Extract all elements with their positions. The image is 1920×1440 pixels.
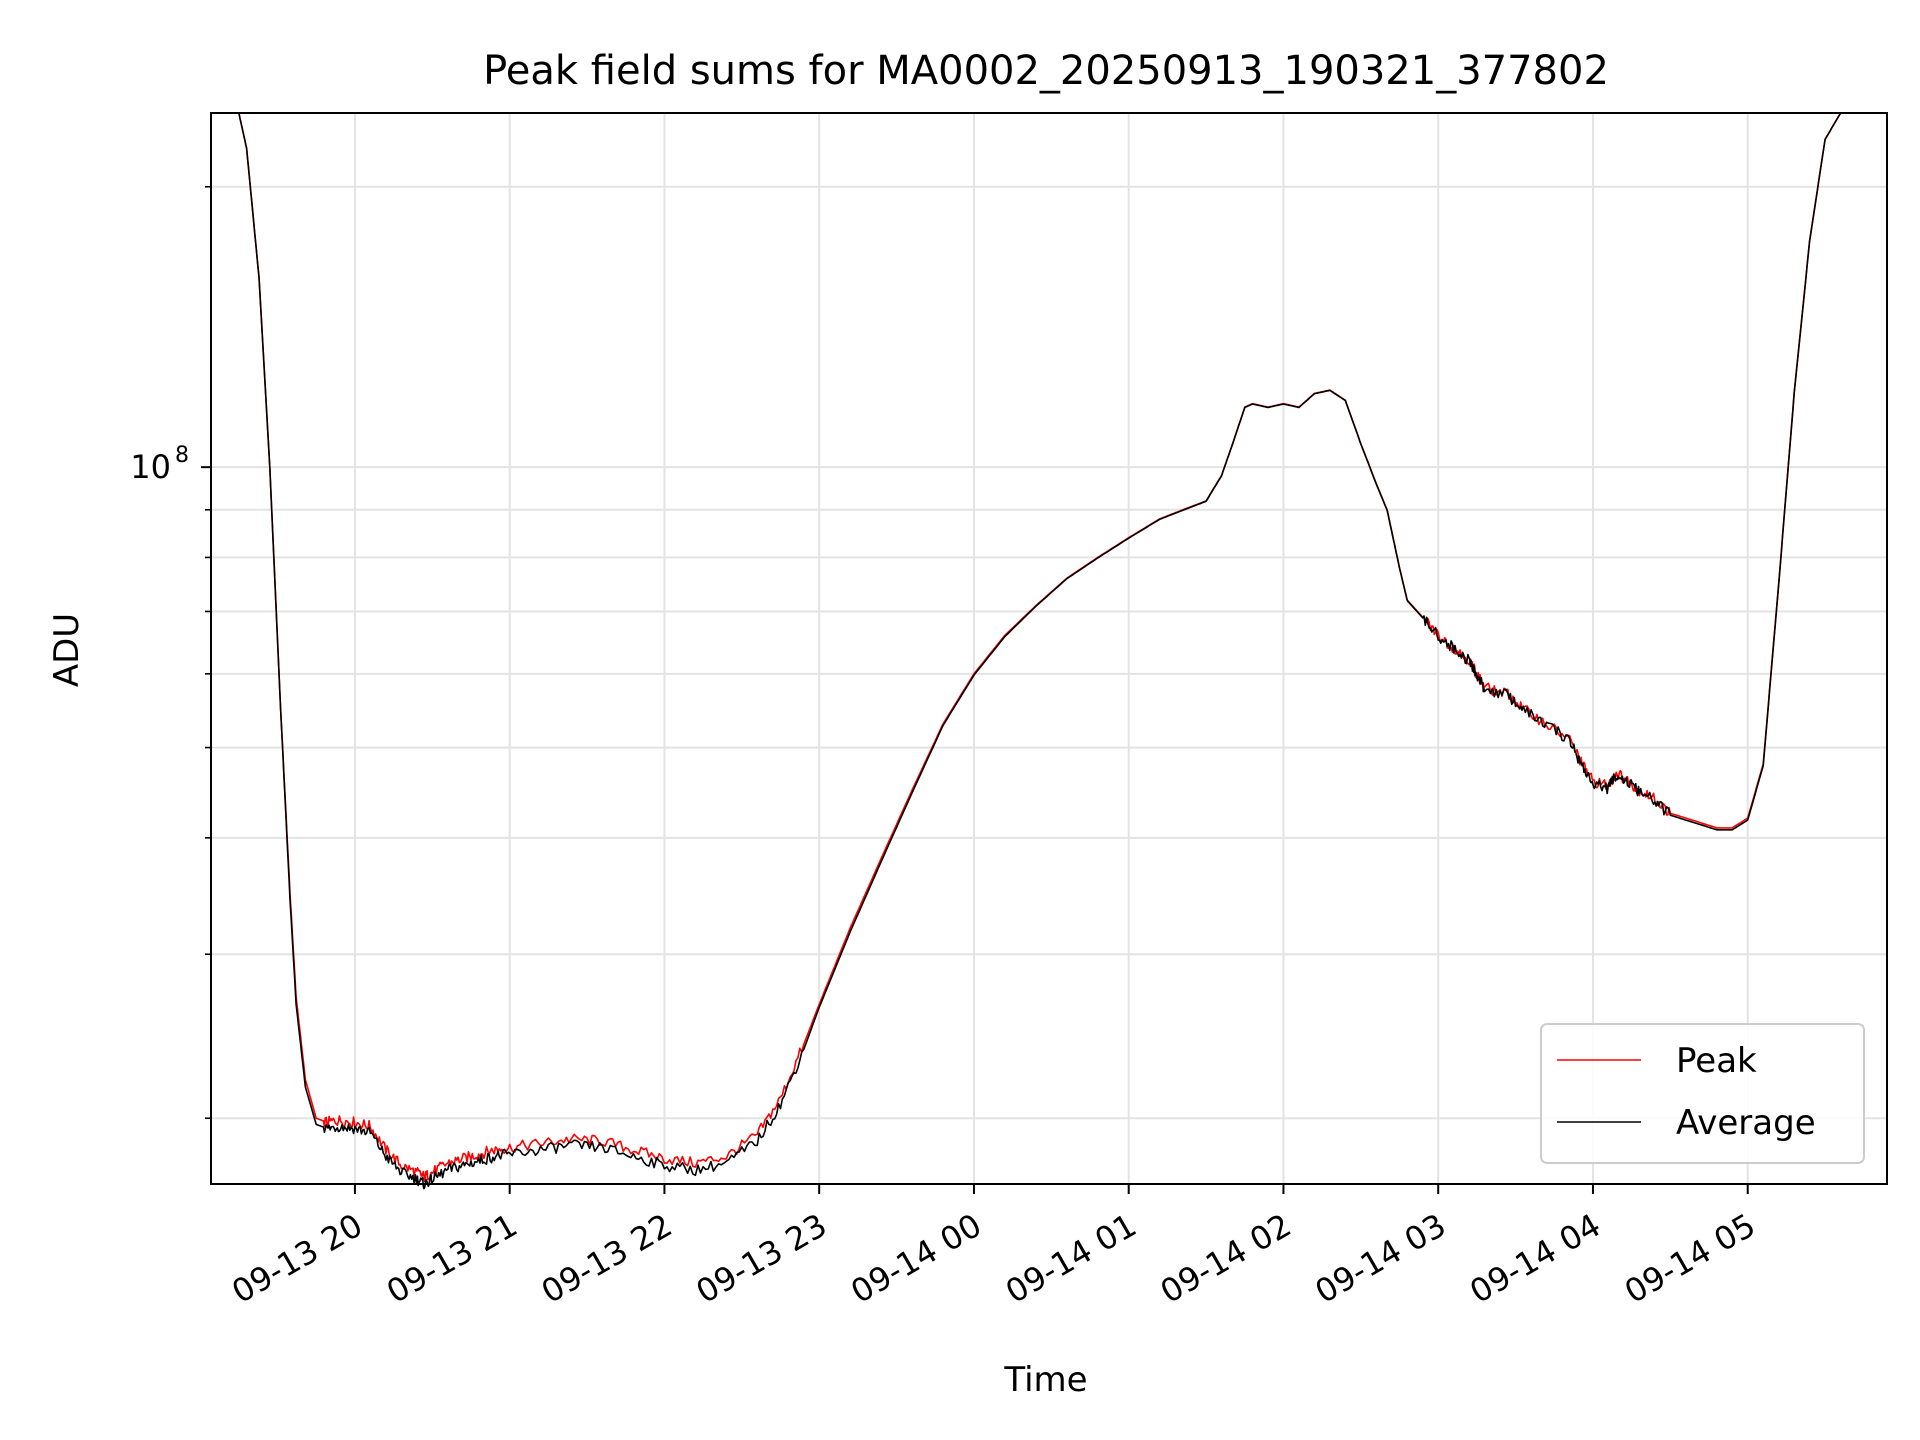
y-tick-exponent: 8 <box>175 443 189 468</box>
y-axis: 10 8 <box>130 185 211 1120</box>
legend-box <box>1540 1023 1865 1164</box>
legend: Peak Average <box>1540 1023 1865 1164</box>
x-axis-label: Time <box>1003 1360 1087 1400</box>
plot-frame <box>210 112 1888 1185</box>
chart-title: Peak field sums for MA0002_20250913_1903… <box>483 48 1609 94</box>
legend-average-label: Average <box>1676 1103 1816 1143</box>
y-tick-label: 10 <box>130 448 171 486</box>
legend-peak-label: Peak <box>1676 1041 1757 1081</box>
y-axis-label: ADU <box>47 613 87 687</box>
plot-lines <box>211 112 1887 1190</box>
series-line-average <box>211 112 1887 1190</box>
